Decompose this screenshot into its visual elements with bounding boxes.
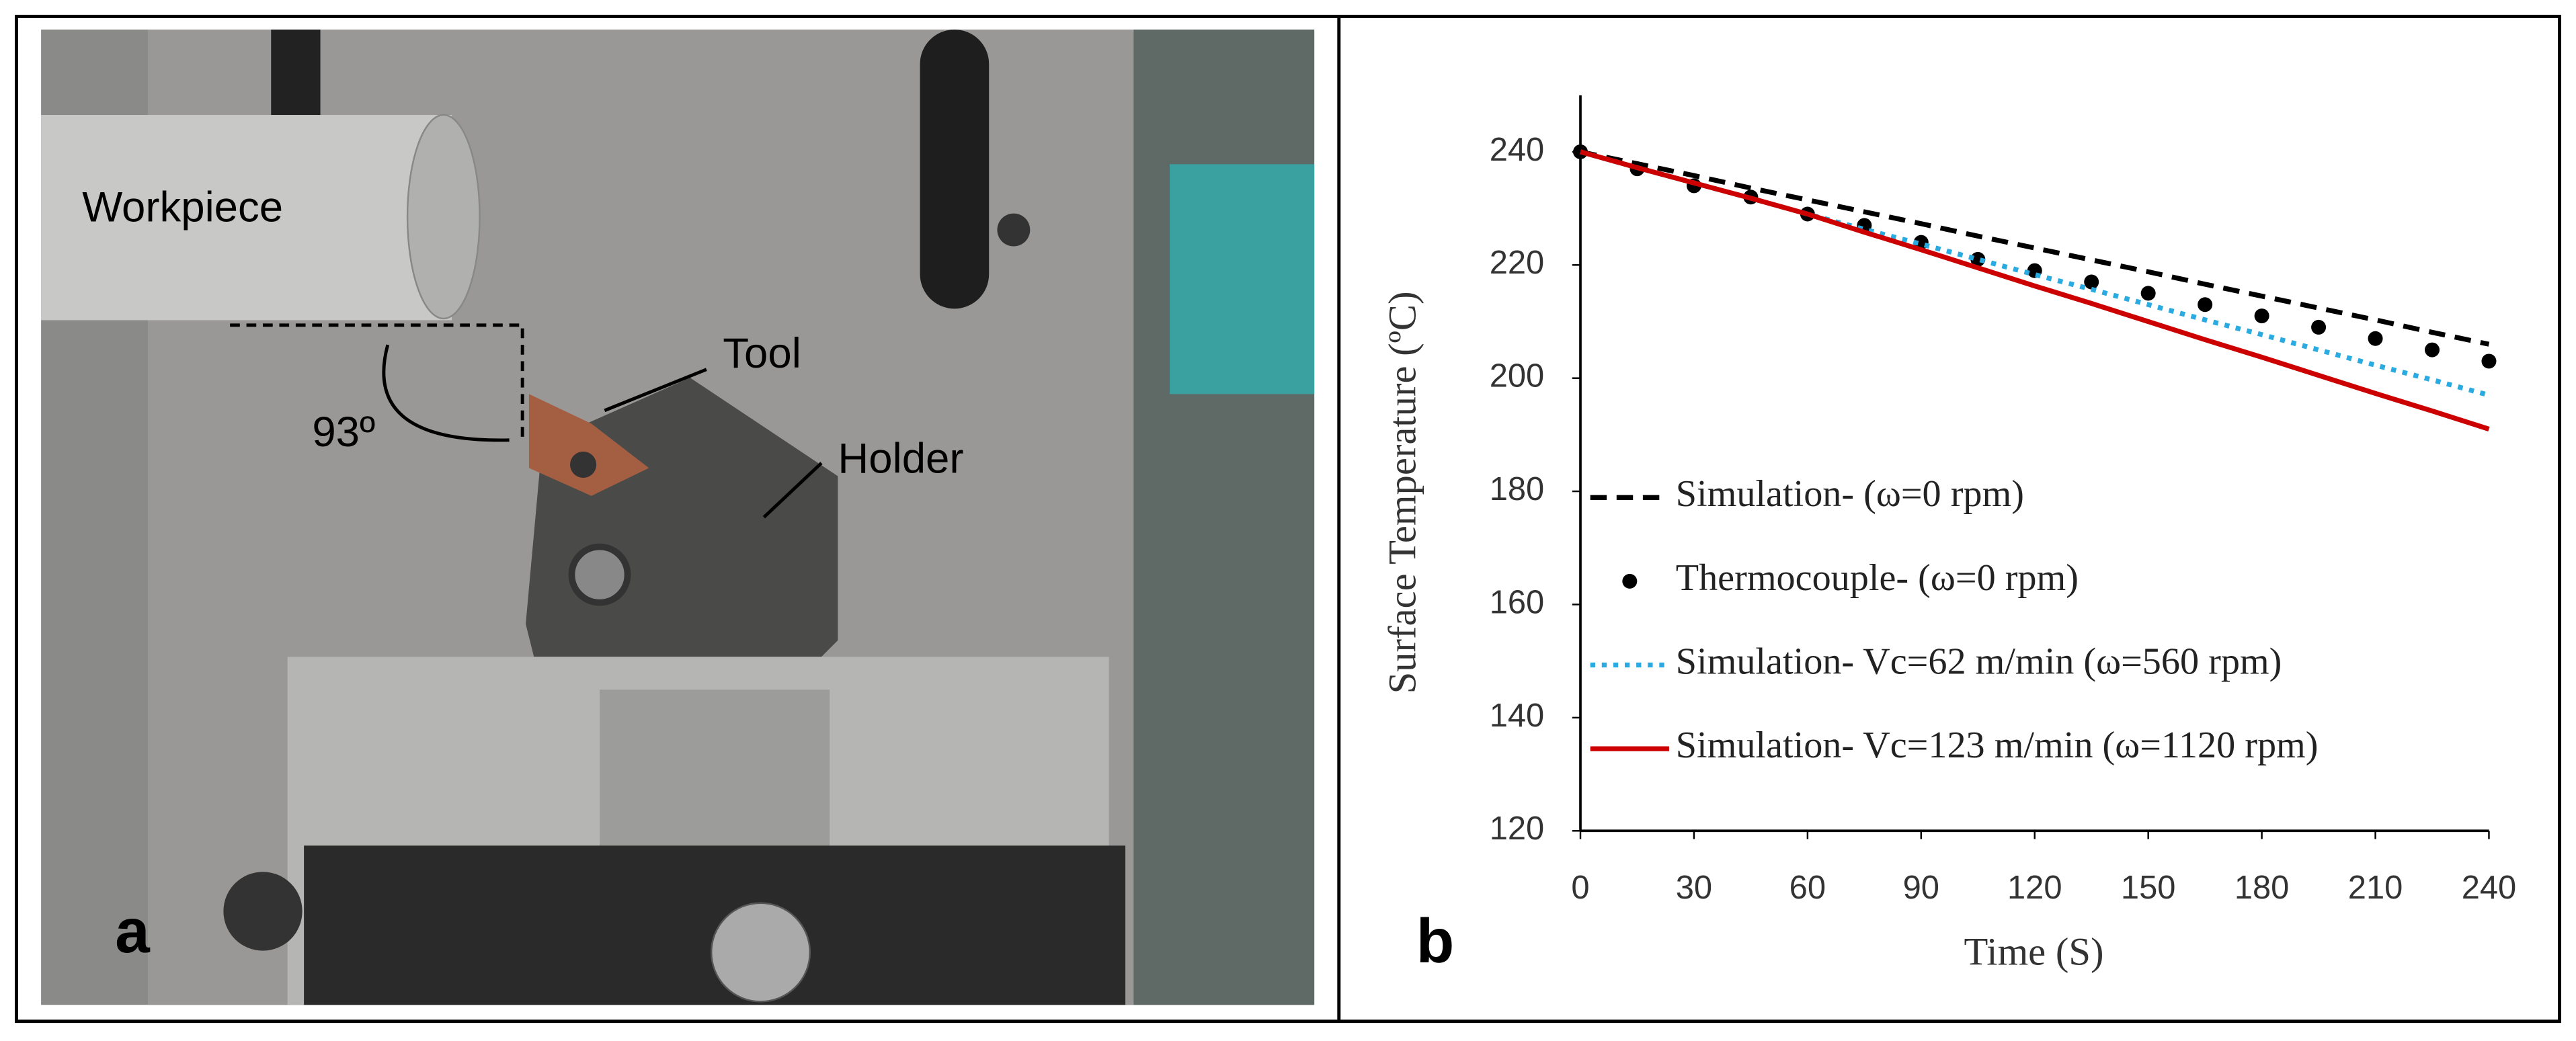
data-point — [2311, 319, 2327, 335]
x-tick-label: 240 — [2462, 870, 2517, 906]
x-tick-label: 0 — [1571, 870, 1589, 906]
annotation: Holder — [838, 434, 963, 482]
y-tick-label: 240 — [1490, 132, 1545, 168]
photo: Workpiece Tool Holder 93º a — [41, 29, 1315, 1005]
angle-arc — [382, 344, 510, 442]
y-tick-label: 160 — [1490, 584, 1545, 620]
x-tick-label: 150 — [2121, 870, 2176, 906]
x-tick-label: 90 — [1903, 870, 1939, 906]
legend-marker — [1622, 573, 1638, 589]
data-point — [2368, 331, 2383, 346]
workpiece-body — [41, 115, 452, 321]
y-tick-label: 140 — [1490, 698, 1545, 734]
x-tick-label: 30 — [1676, 870, 1712, 906]
y-tick-label: 120 — [1490, 810, 1545, 847]
panel-label: b — [1416, 906, 1455, 976]
x-axis-label: Time (S) — [1964, 929, 2104, 973]
legend-label: Simulation- (ω=0 rpm) — [1676, 473, 2024, 515]
x-tick-label: 180 — [2235, 870, 2290, 906]
series-line — [1580, 149, 2490, 398]
insert-hole — [570, 451, 597, 478]
legend-label: Simulation- Vc=123 m/min (ω=1120 rpm) — [1676, 724, 2319, 766]
data-point — [2254, 308, 2269, 324]
x-tick-label: 60 — [1789, 870, 1826, 906]
y-tick-label: 200 — [1490, 358, 1545, 394]
panel-label: a — [115, 896, 151, 966]
y-tick-label: 220 — [1490, 245, 1545, 281]
data-point — [2481, 353, 2497, 369]
workpiece-end — [406, 114, 481, 320]
x-tick-label: 210 — [2348, 870, 2403, 906]
screw — [223, 872, 303, 951]
screw — [568, 543, 631, 606]
series-line — [1580, 149, 2490, 431]
annotation: 93º — [312, 408, 375, 456]
y-tick-label: 180 — [1490, 471, 1545, 507]
hole — [997, 213, 1031, 247]
angle-guide — [230, 323, 524, 440]
bolt — [271, 29, 321, 128]
slot — [920, 29, 990, 309]
tool-arrow — [604, 368, 707, 413]
vise — [304, 845, 1126, 1005]
y-axis-label: Surface Temperature (ºC) — [1380, 292, 1424, 694]
annotation: Tool — [723, 329, 801, 377]
screw — [710, 902, 811, 1003]
data-point — [2198, 297, 2213, 313]
legend-label: Thermocouple- (ω=0 rpm) — [1676, 557, 2079, 599]
annotation: Workpiece — [82, 183, 283, 231]
data-point — [1970, 251, 1986, 267]
data-point — [2425, 342, 2440, 358]
x-tick-label: 120 — [2007, 870, 2062, 906]
series-line — [1580, 149, 2490, 347]
data-point — [2084, 274, 2099, 290]
holder-arrow — [762, 462, 823, 519]
legend-label: Simulation- Vc=62 m/min (ω=560 rpm) — [1676, 640, 2282, 682]
teal-part — [1170, 164, 1315, 394]
tool-insert — [528, 394, 649, 496]
data-point — [2140, 286, 2156, 301]
